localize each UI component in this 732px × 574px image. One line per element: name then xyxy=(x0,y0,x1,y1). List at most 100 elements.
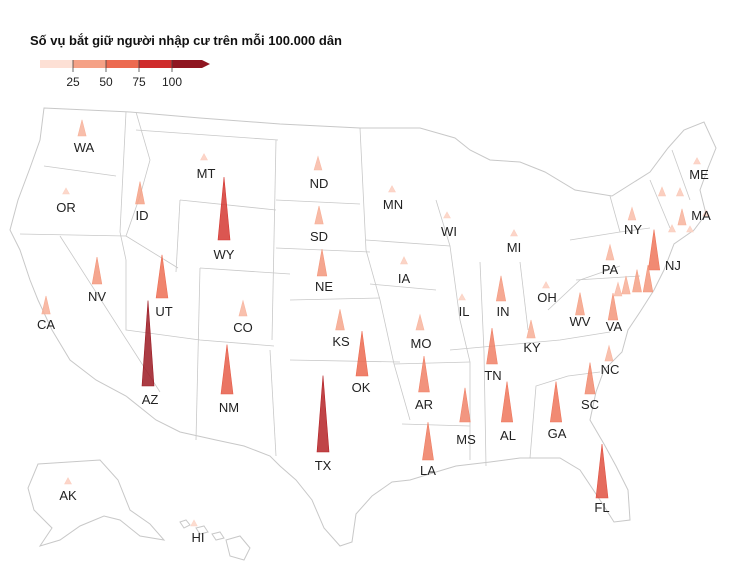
spike-ny xyxy=(627,206,637,221)
spike-hi xyxy=(190,519,198,527)
legend-bin-5 xyxy=(172,60,210,68)
spike-small-state-49 xyxy=(642,264,654,293)
spike-small-state-51 xyxy=(613,281,623,297)
spike-ks xyxy=(335,309,345,331)
state-label-sd: SD xyxy=(310,229,328,244)
spike-small-state-44 xyxy=(657,186,667,197)
map-title: Số vụ bắt giữ người nhập cư trên mỗi 100… xyxy=(30,33,342,48)
state-label-nm: NM xyxy=(219,400,239,415)
state-label-tx: TX xyxy=(315,458,332,473)
spike-sc xyxy=(584,362,596,395)
state-label-tn: TN xyxy=(484,368,501,383)
spike-id xyxy=(135,181,145,205)
spike-ms xyxy=(459,387,471,423)
spike-ga xyxy=(549,381,563,423)
state-label-wa: WA xyxy=(74,140,95,155)
spike-in xyxy=(495,275,507,302)
state-label-ms: MS xyxy=(456,432,476,447)
spike-tx xyxy=(316,375,330,453)
state-label-co: CO xyxy=(233,320,253,335)
spike-tn xyxy=(486,327,498,365)
state-borders xyxy=(19,111,691,467)
state-label-layer: WA OR CA ID MT WY NV UT AZ CO NM ND SD NE KS OK TX MN IA MO… xyxy=(37,140,711,545)
spike-ma xyxy=(677,208,687,226)
state-label-az: AZ xyxy=(142,392,159,407)
us-outline xyxy=(9,107,717,547)
spike-il xyxy=(458,293,466,301)
state-label-ia: IA xyxy=(398,271,411,286)
spike-small-state-48 xyxy=(632,269,642,293)
state-label-wy: WY xyxy=(214,247,235,262)
state-label-va: VA xyxy=(606,319,623,334)
spike-small-state-47 xyxy=(686,225,694,233)
state-label-ny: NY xyxy=(624,222,642,237)
spike-nv xyxy=(91,256,103,285)
state-label-ok: OK xyxy=(352,380,371,395)
spike-wy xyxy=(217,176,231,241)
spike-small-state-52 xyxy=(702,209,710,217)
legend-bin-4 xyxy=(139,60,172,68)
state-label-fl: FL xyxy=(594,500,609,515)
legend-tick-label-4: 100 xyxy=(162,75,182,89)
state-label-in: IN xyxy=(497,304,510,319)
state-label-ma: MA xyxy=(691,208,711,223)
state-label-wv: WV xyxy=(570,314,591,329)
state-label-ne: NE xyxy=(315,279,333,294)
state-label-nc: NC xyxy=(601,362,620,377)
spike-nj xyxy=(647,229,661,271)
state-label-or: OR xyxy=(56,200,76,215)
spike-nc xyxy=(604,344,614,362)
spike-az xyxy=(141,300,155,387)
state-label-mn: MN xyxy=(383,197,403,212)
spike-ne xyxy=(316,248,328,277)
state-label-sc: SC xyxy=(581,397,599,412)
state-label-nj: NJ xyxy=(665,258,681,273)
spike-small-state-45 xyxy=(676,187,684,197)
state-label-ky: KY xyxy=(523,340,541,355)
spike-mo xyxy=(415,313,425,331)
spike-oh xyxy=(542,281,550,289)
state-label-ca: CA xyxy=(37,317,55,332)
state-label-oh: OH xyxy=(537,290,557,305)
state-label-me: ME xyxy=(689,167,709,182)
state-label-la: LA xyxy=(420,463,436,478)
state-label-id: ID xyxy=(136,208,149,223)
spike-al xyxy=(500,381,514,423)
state-label-nv: NV xyxy=(88,289,106,304)
state-label-wi: WI xyxy=(441,224,457,239)
hawaii-islands xyxy=(179,519,251,561)
spike-ar xyxy=(418,355,430,393)
spike-wa xyxy=(77,119,87,137)
spike-wi xyxy=(443,211,451,219)
spike-layer xyxy=(41,119,710,527)
spike-small-state-46 xyxy=(668,224,676,233)
spike-ak xyxy=(64,477,72,485)
spike-ok xyxy=(355,330,369,377)
legend-tick-label-2: 50 xyxy=(99,75,113,89)
state-label-ks: KS xyxy=(332,334,350,349)
spike-ca xyxy=(41,295,51,315)
state-label-ak: AK xyxy=(59,488,77,503)
state-label-hi: HI xyxy=(192,530,205,545)
state-label-mt: MT xyxy=(197,166,216,181)
legend-bin-2 xyxy=(73,60,106,68)
state-label-ga: GA xyxy=(548,426,567,441)
state-label-ar: AR xyxy=(415,397,433,412)
spike-ut xyxy=(155,254,169,299)
spike-nm xyxy=(220,344,234,395)
spike-wv xyxy=(575,292,585,316)
state-label-mi: MI xyxy=(507,240,521,255)
spike-la xyxy=(422,422,434,461)
spike-mt xyxy=(200,153,208,161)
spike-me xyxy=(693,157,701,165)
spike-mn xyxy=(388,185,396,193)
spike-or xyxy=(62,187,70,195)
legend-bin-3 xyxy=(106,60,139,68)
legend-tick-label-1: 25 xyxy=(66,75,80,89)
spike-co xyxy=(238,299,248,317)
legend-bin-1 xyxy=(40,60,73,68)
spike-ia xyxy=(400,256,408,265)
state-label-al: AL xyxy=(500,428,516,443)
spike-va xyxy=(607,292,619,321)
